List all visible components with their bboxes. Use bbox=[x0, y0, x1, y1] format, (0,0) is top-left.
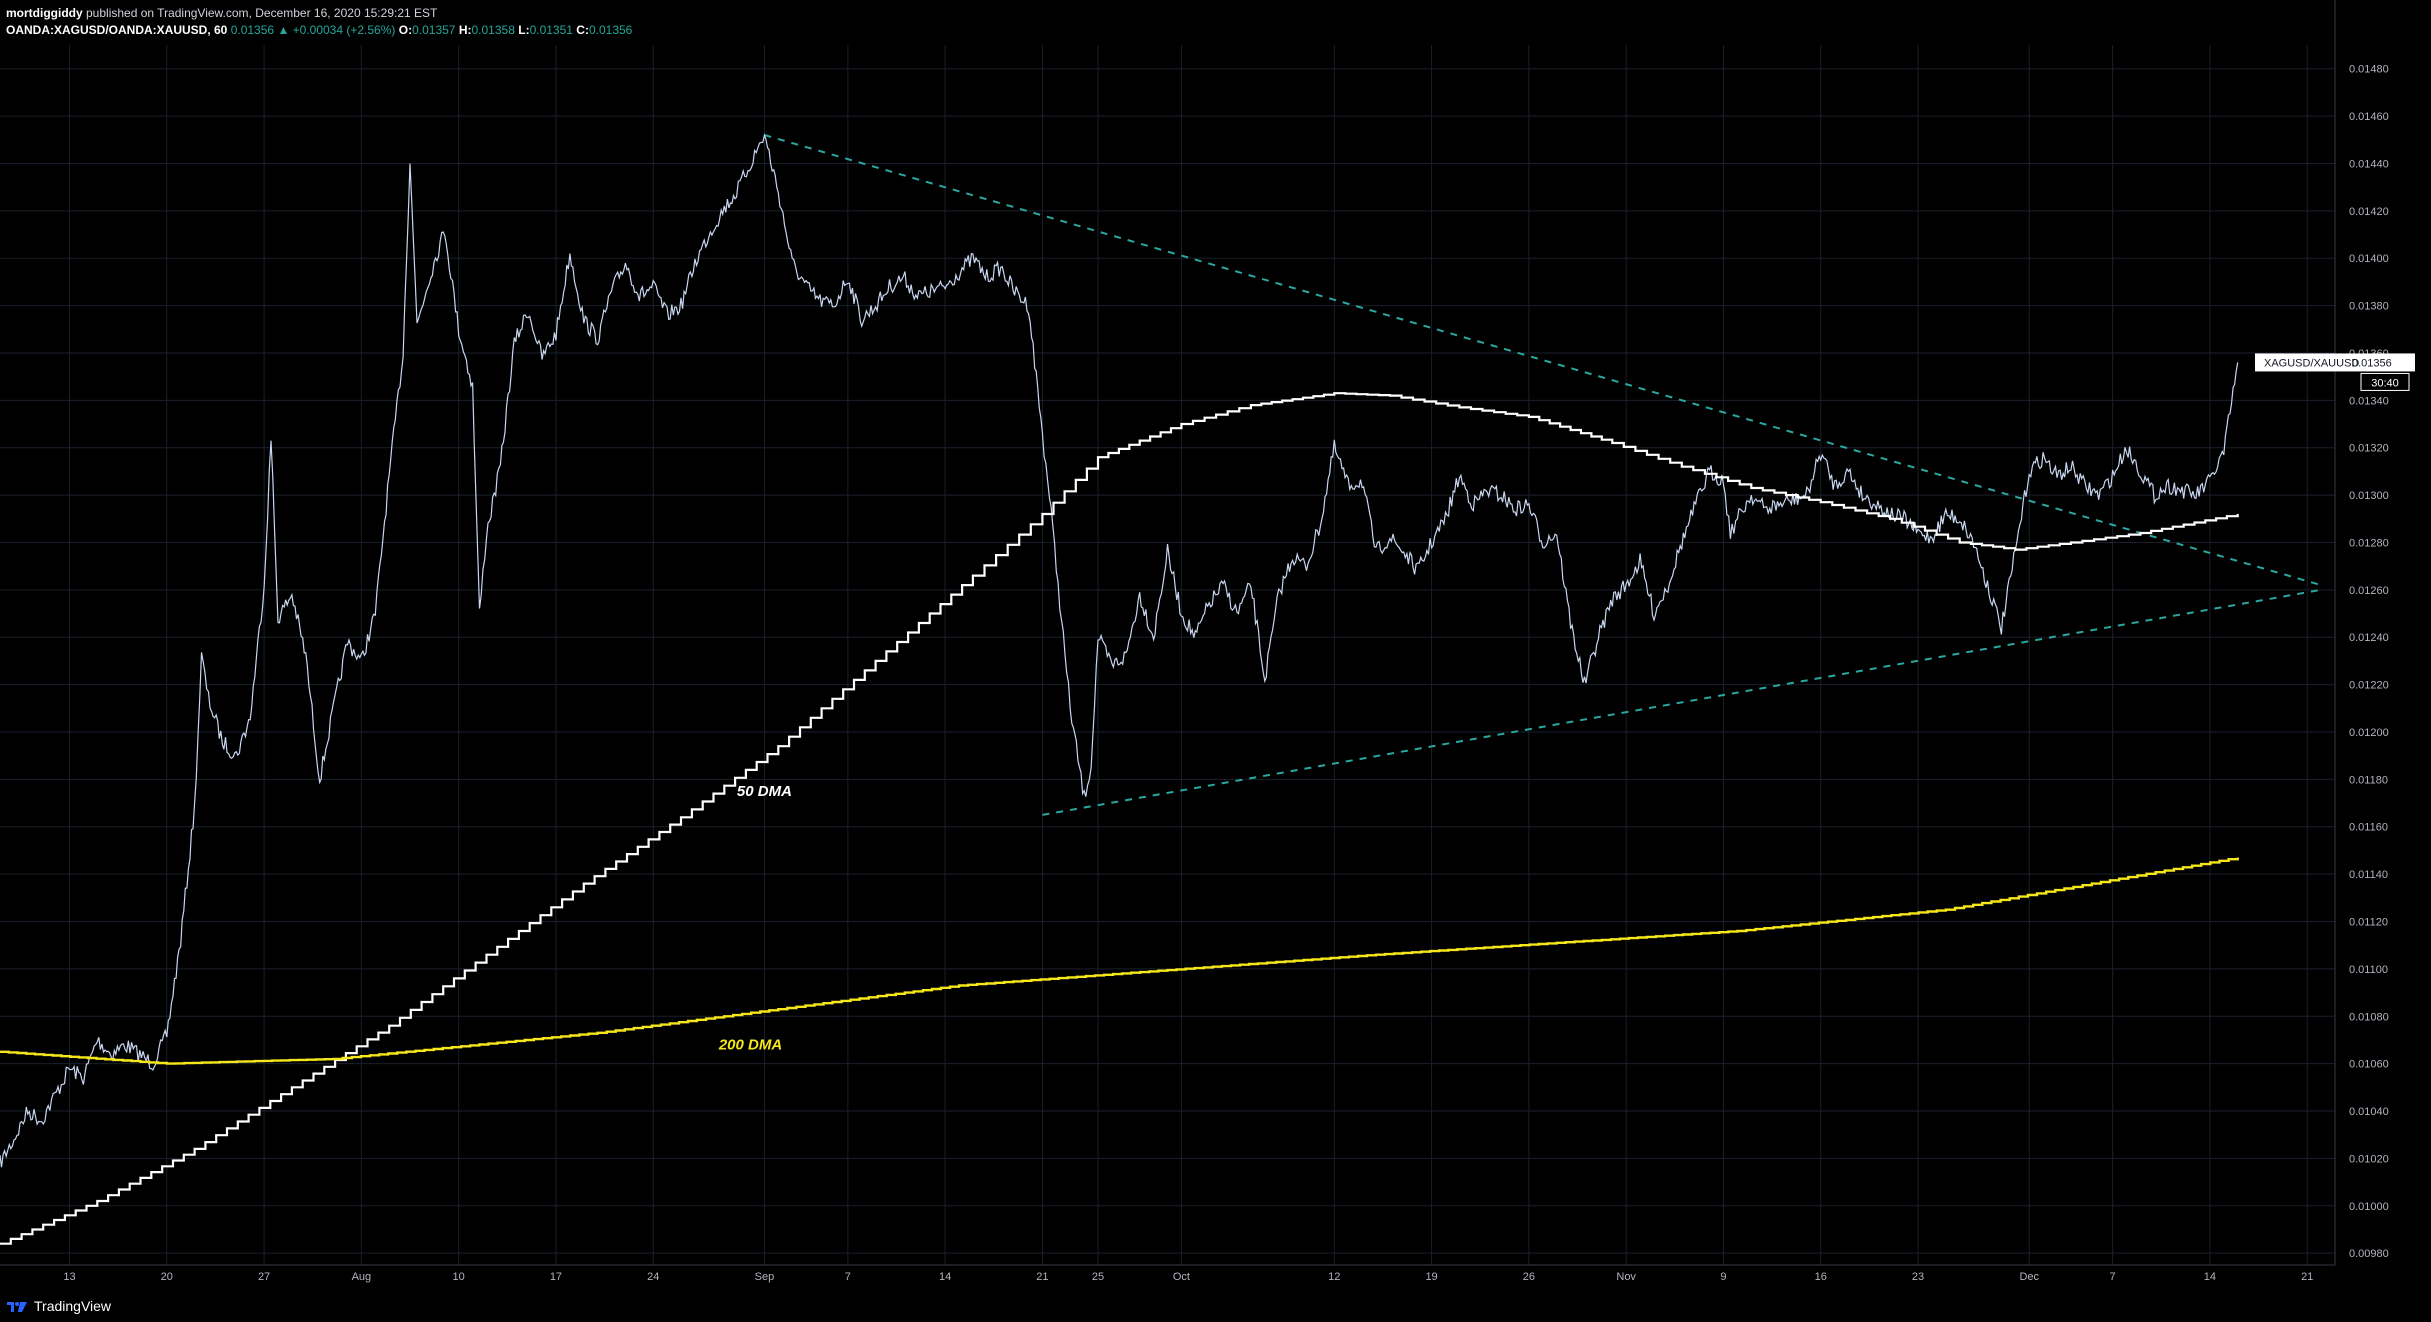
x-tick-label: 21 bbox=[1036, 1271, 1048, 1283]
y-tick-label: 0.01260 bbox=[2349, 585, 2389, 597]
x-tick-label: 16 bbox=[1815, 1271, 1827, 1283]
y-tick-label: 0.01100 bbox=[2349, 964, 2388, 976]
y-tick-label: 0.01380 bbox=[2349, 301, 2389, 313]
chart-header: mortdiggiddy published on TradingView.co… bbox=[6, 5, 632, 45]
ma50-annotation: 50 DMA bbox=[737, 783, 792, 800]
publisher-line: mortdiggiddy published on TradingView.co… bbox=[6, 5, 632, 22]
x-tick-label: 21 bbox=[2301, 1271, 2313, 1283]
price-change: ▲ +0.00034 (+2.56%) bbox=[277, 23, 396, 37]
x-tick-label: 17 bbox=[550, 1271, 562, 1283]
countdown-badge bbox=[2360, 372, 2410, 391]
x-tick-label: 24 bbox=[647, 1271, 659, 1283]
x-tick-label: 14 bbox=[939, 1271, 951, 1283]
trendline bbox=[1042, 588, 2322, 816]
x-tick-label: 12 bbox=[1328, 1271, 1340, 1283]
x-tick-label: Oct bbox=[1173, 1271, 1190, 1283]
low-label: L: bbox=[518, 23, 530, 37]
published-text: published on TradingView.com, December 1… bbox=[82, 6, 438, 20]
y-tick-label: 0.01480 bbox=[2349, 64, 2389, 76]
y-tick-label: 0.01220 bbox=[2349, 680, 2389, 692]
y-tick-label: 0.01180 bbox=[2349, 774, 2388, 786]
y-tick-label: 0.00980 bbox=[2349, 1248, 2389, 1260]
y-tick-label: 0.01120 bbox=[2349, 917, 2388, 929]
x-tick-label: 19 bbox=[1425, 1271, 1437, 1283]
x-tick-label: 9 bbox=[1720, 1271, 1726, 1283]
tradingview-logo-icon bbox=[7, 1302, 27, 1312]
footer: TradingView bbox=[6, 1295, 111, 1317]
x-tick-label: 27 bbox=[258, 1271, 270, 1283]
last-price: 0.01356 bbox=[230, 23, 275, 37]
grid bbox=[0, 45, 2335, 1265]
ma200-line bbox=[0, 857, 2239, 1065]
y-tick-label: 0.01420 bbox=[2349, 206, 2389, 218]
ma200-annotation: 200 DMA bbox=[718, 1036, 782, 1053]
y-tick-label: 0.01140 bbox=[2349, 869, 2388, 881]
price-series-line bbox=[0, 133, 2239, 1168]
x-tick-label: 10 bbox=[453, 1271, 465, 1283]
x-tick-label: 14 bbox=[2204, 1271, 2216, 1283]
close-value: 0.01356 bbox=[588, 23, 633, 37]
y-tick-label: 0.01040 bbox=[2349, 1106, 2389, 1118]
y-tick-label: 0.01280 bbox=[2349, 537, 2389, 549]
y-tick-label: 0.01320 bbox=[2349, 443, 2389, 455]
footer-brand[interactable]: TradingView bbox=[34, 1298, 112, 1314]
symbol-line: OANDA:XAGUSD/OANDA:XAUUSD, 60 0.01356 ▲ … bbox=[6, 22, 632, 39]
countdown-text: 30:40 bbox=[2371, 377, 2399, 389]
close-label: C: bbox=[576, 23, 589, 37]
y-tick-label: 0.01460 bbox=[2349, 111, 2389, 123]
y-tick-label: 0.01080 bbox=[2349, 1011, 2389, 1023]
y-tick-label: 0.01240 bbox=[2349, 632, 2389, 644]
x-tick-label: Sep bbox=[755, 1271, 775, 1283]
x-tick-label: Nov bbox=[1616, 1271, 1636, 1283]
y-tick-label: 0.01160 bbox=[2349, 822, 2388, 834]
y-tick-label: 0.01060 bbox=[2349, 1059, 2389, 1071]
y-tick-label: 0.01340 bbox=[2349, 395, 2389, 407]
y-tick-label: 0.01400 bbox=[2349, 253, 2389, 265]
x-tick-label: 13 bbox=[63, 1271, 75, 1283]
low-value: 0.01351 bbox=[529, 23, 573, 37]
y-tick-label: 0.01440 bbox=[2349, 158, 2389, 170]
x-tick-label: 26 bbox=[1523, 1271, 1535, 1283]
trendline bbox=[764, 134, 2322, 587]
open-label: O: bbox=[398, 23, 413, 37]
symbol-name: OANDA:XAGUSD/OANDA:XAUUSD, 60 bbox=[6, 23, 228, 37]
high-label: H: bbox=[458, 23, 472, 37]
x-tick-label: 20 bbox=[161, 1271, 173, 1283]
x-tick-label: 7 bbox=[2110, 1271, 2116, 1283]
last-price-symbol: XAGUSD/XAUUSD bbox=[2264, 357, 2359, 369]
y-tick-label: 0.01020 bbox=[2349, 1153, 2389, 1165]
y-tick-label: 0.01200 bbox=[2349, 727, 2389, 739]
high-value: 0.01358 bbox=[471, 23, 515, 37]
x-tick-label: Aug bbox=[352, 1271, 372, 1283]
open-value: 0.01357 bbox=[412, 23, 456, 37]
x-tick-label: Dec bbox=[2019, 1271, 2039, 1283]
x-tick-label: 23 bbox=[1912, 1271, 1924, 1283]
x-tick-label: 25 bbox=[1092, 1271, 1104, 1283]
y-tick-label: 0.01000 bbox=[2349, 1201, 2389, 1213]
last-price-value: 0.01356 bbox=[2352, 357, 2392, 369]
y-tick-label: 0.01300 bbox=[2349, 490, 2389, 502]
author-name[interactable]: mortdiggiddy bbox=[6, 6, 83, 20]
last-price-badge bbox=[2255, 353, 2415, 372]
ma50-line bbox=[0, 392, 2239, 1245]
x-tick-label: 7 bbox=[845, 1271, 851, 1283]
